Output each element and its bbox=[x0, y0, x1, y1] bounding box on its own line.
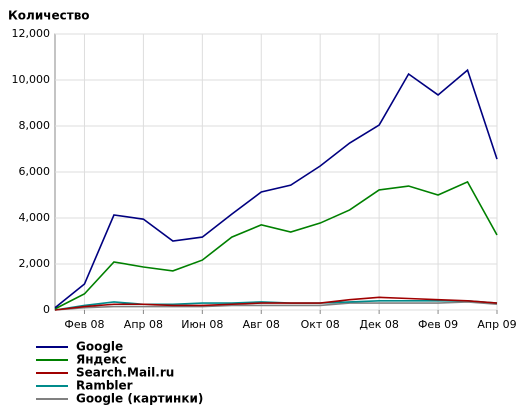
y-tick-label: 6,000 bbox=[19, 165, 51, 178]
y-tick-label: 2,000 bbox=[19, 257, 51, 270]
x-tick-label: Окт 08 bbox=[301, 318, 340, 331]
y-tick-label: 8,000 bbox=[19, 119, 51, 132]
series-line bbox=[54, 68, 498, 309]
y-tick-label: 4,000 bbox=[19, 211, 51, 224]
series-line bbox=[54, 296, 498, 311]
x-tick-label: Апр 08 bbox=[124, 318, 163, 331]
y-axis-title: Количество bbox=[8, 9, 90, 23]
y-tick-label: 12,000 bbox=[12, 27, 51, 40]
legend-label: Rambler bbox=[76, 379, 133, 393]
y-tick-label: 10,000 bbox=[12, 73, 51, 86]
x-tick-label: Дек 08 bbox=[359, 318, 399, 331]
legend-label: Яндекс bbox=[76, 353, 127, 367]
x-tick-label: Фев 08 bbox=[64, 318, 104, 331]
legend-label: Google bbox=[76, 340, 123, 354]
legend-label: Search.Mail.ru bbox=[76, 366, 174, 380]
x-tick-label: Авг 08 bbox=[243, 318, 280, 331]
series-line bbox=[54, 180, 498, 310]
series-line bbox=[54, 301, 498, 311]
x-tick-label: Июн 08 bbox=[181, 318, 223, 331]
y-tick-label: 0 bbox=[43, 303, 50, 316]
x-tick-label: Апр 09 bbox=[477, 318, 516, 331]
legend-label: Google (картинки) bbox=[76, 392, 203, 406]
x-tick-label: Фев 09 bbox=[418, 318, 458, 331]
